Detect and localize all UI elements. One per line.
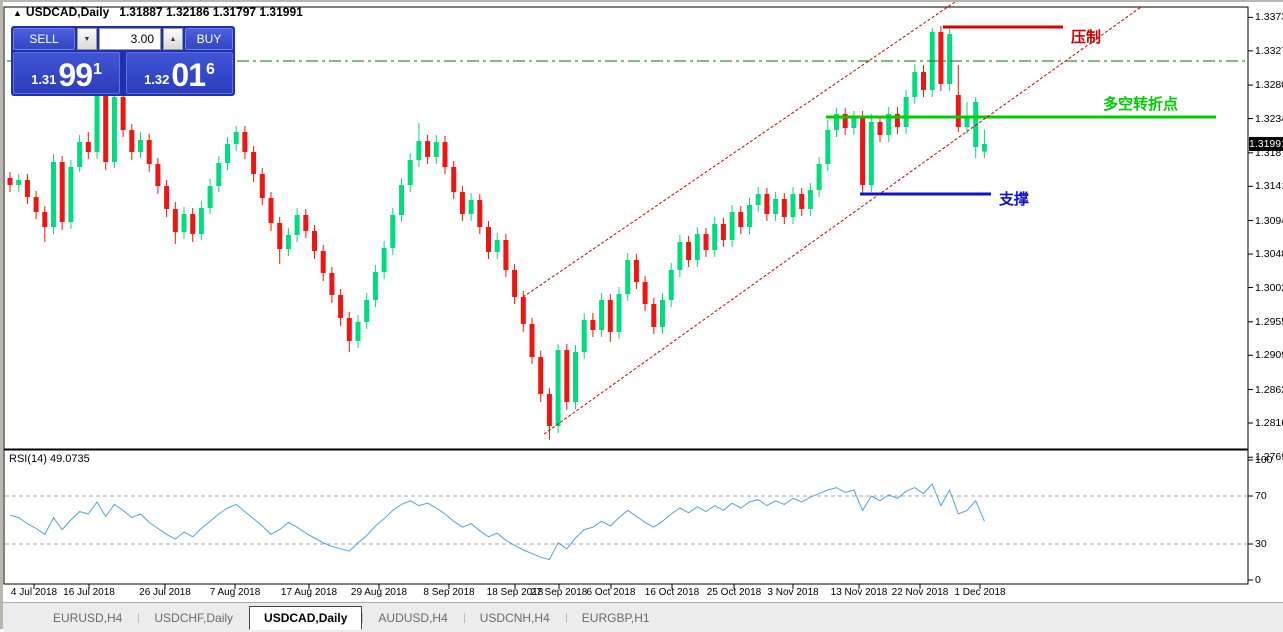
symbol-period-label: USDCAD,Daily [25,5,110,19]
price-tick-label: 1.33730 [1255,11,1283,24]
buy-price-figure: 1.32 [144,72,170,87]
volume-decrease-button[interactable]: ▼ [77,28,97,50]
pivot-label: 多空转折点 [1103,96,1179,113]
tab-audusd-h4[interactable]: AUDUSD,H4 [362,607,463,629]
buy-price-display[interactable]: 1.32 01 6 [126,52,233,94]
one-click-trading-panel: SELL ▼ ▲ BUY 1.31 99 1 1.32 01 6 [11,26,235,96]
date-tick-label: 18 Sep 2018 [486,587,544,598]
price-tick-label: 1.28160 [1255,417,1283,429]
chevron-up-icon: ▲ [169,35,177,43]
sell-price-point: 1 [93,61,102,78]
sell-price-pips: 99 [58,57,93,93]
price-tick-label: 1.33270 [1255,44,1283,57]
date-tick-label: 4 Jul 2018 [10,587,58,598]
tab-eurgbp-h1[interactable]: EURGBP,H1 [565,607,666,629]
tab-eurusd-h4[interactable]: EURUSD,H4 [53,610,123,625]
date-tick-label: 13 Nov 2018 [830,587,888,598]
price-tick-label: 1.32800 [1255,79,1283,92]
date-tick-label: 8 Sep 2018 [423,587,475,598]
price-tick-label: 1.32340 [1255,112,1283,125]
sell-price-figure: 1.31 [31,72,57,87]
buy-price-pips: 01 [171,57,206,93]
tab-usdchf-daily[interactable]: USDCHF,Daily [138,607,249,629]
date-tick-label: 27 Sep 2018 [530,587,588,598]
volume-increase-button[interactable]: ▲ [163,28,183,50]
chart-title: ▲ USDCAD,Daily 1.31887 1.32186 1.31797 1.3… [13,5,303,19]
date-tick-label: 6 Oct 2018 [586,587,636,598]
ohlc-values: 1.31887 1.32186 1.31797 1.31991 [119,5,303,19]
tab-usdcad-daily[interactable]: USDCAD,Daily [249,605,363,630]
date-tick-label: 16 Jul 2018 [63,587,115,598]
rsi-tick-label: 100 [1255,454,1273,466]
resistance-label: 压制 [1071,29,1102,46]
price-tick-label: 1.29550 [1255,315,1283,328]
volume-input[interactable] [99,28,161,50]
date-tick-label: 26 Jul 2018 [139,587,191,598]
collapse-icon[interactable]: ▲ [13,8,22,18]
sell-button[interactable]: SELL [13,28,75,50]
current-price-badge: 1.31991 [1249,137,1283,151]
buy-price-point: 6 [206,61,215,78]
price-tick-label: 1.27690 [1255,451,1283,464]
date-tick-label: 16 Oct 2018 [644,587,700,598]
sell-price-display[interactable]: 1.31 99 1 [13,52,120,94]
date-tick-label: 22 Nov 2018 [891,587,949,598]
price-tick-label: 1.30020 [1255,281,1283,294]
date-tick-label: 17 Aug 2018 [280,587,338,598]
date-tick-label: 29 Aug 2018 [350,587,408,598]
date-tick-label: 25 Oct 2018 [706,587,762,598]
rsi-indicator-label: RSI(14) 49.0735 [9,453,90,465]
rsi-tick-label: 70 [1255,490,1267,502]
chart-canvas[interactable] [3,2,1283,602]
tab-usdcnh-h4[interactable]: USDCNH,H4 [463,607,566,629]
price-tick-label: 1.29090 [1255,349,1283,362]
support-label: 支撑 [999,191,1030,208]
chevron-down-icon: ▼ [83,35,91,43]
date-tick-label: 3 Nov 2018 [767,587,819,598]
rsi-tick-label: 30 [1255,538,1267,550]
buy-button[interactable]: BUY [185,28,233,50]
price-tick-label: 1.31410 [1255,180,1283,193]
price-tick-label: 1.30940 [1255,214,1283,227]
date-tick-label: 7 Aug 2018 [209,587,261,598]
price-tick-label: 1.30480 [1255,248,1283,261]
chart-tab-bar: EURUSD,H4 USDCHF,Daily USDCAD,Daily AUDUSD,… [3,602,1283,632]
date-tick-label: 1 Dec 2018 [954,587,1006,598]
price-tick-label: 1.28620 [1255,383,1283,396]
rsi-tick-label: 0 [1255,574,1261,586]
